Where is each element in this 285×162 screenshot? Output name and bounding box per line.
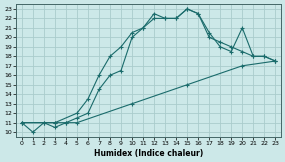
X-axis label: Humidex (Indice chaleur): Humidex (Indice chaleur) [94, 149, 203, 158]
